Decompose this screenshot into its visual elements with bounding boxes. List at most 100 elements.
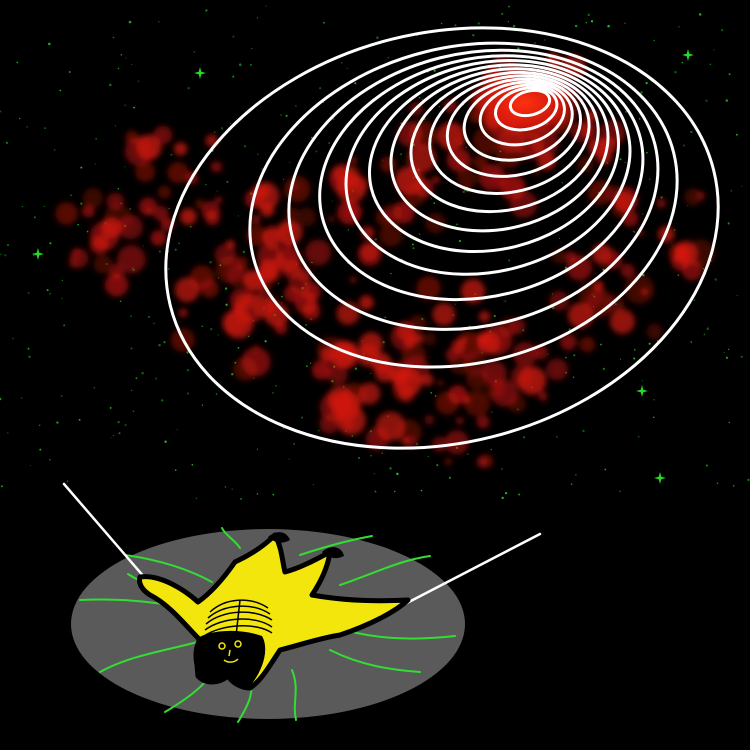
dust-speck [133, 106, 135, 109]
nebula-blob [296, 266, 312, 282]
dust-speck [7, 244, 9, 246]
nebula-blob [379, 223, 403, 247]
figure-face [218, 640, 242, 663]
nebula-blob [365, 427, 390, 451]
nebula-blob [401, 343, 427, 369]
nebula-blob [68, 258, 79, 269]
dust-speck [48, 42, 51, 46]
dust-speck [683, 144, 686, 147]
nebula-blob [359, 295, 374, 310]
vortex-ring [462, 80, 574, 162]
dust-speck [512, 24, 516, 28]
dust-speck [393, 490, 396, 493]
nebula-blob [478, 311, 491, 323]
dust-speck [46, 289, 49, 292]
dust-speck [0, 110, 2, 113]
yellow-star-figure [137, 532, 411, 691]
dust-speck [301, 416, 304, 419]
dust-speck [118, 432, 121, 435]
dust-speck [358, 457, 360, 459]
nebula-blob [82, 204, 95, 218]
nebula-blob [285, 240, 293, 249]
dust-speck [507, 21, 509, 23]
dust-speck [656, 340, 659, 342]
dust-speck [418, 233, 421, 235]
dust-speck [607, 24, 610, 28]
vortex-ring [508, 88, 552, 118]
dust-speck [16, 61, 19, 64]
nebula-blob [416, 275, 441, 301]
dust-speck [454, 303, 456, 305]
dust-speck [305, 323, 308, 326]
dust-speck [19, 117, 21, 120]
nebula-blob [393, 367, 423, 397]
sparkle-star-icon [636, 385, 648, 397]
dust-speck [205, 9, 208, 12]
dust-speck [240, 498, 242, 500]
nebula-blob [195, 199, 205, 209]
dust-speck [561, 181, 564, 184]
dust-speck [265, 5, 267, 7]
dust-speck [38, 424, 41, 427]
nebula-blob [302, 302, 321, 321]
nebula-blob [546, 358, 568, 381]
dust-speck [649, 178, 651, 180]
nebula-blob [296, 207, 317, 227]
dust-speck [713, 49, 715, 51]
dust-speck [94, 163, 96, 165]
dust-speck [178, 242, 181, 245]
nebula-blob [421, 373, 434, 387]
nebula-blob [500, 175, 525, 200]
nebula-blob [457, 168, 477, 189]
dust-speck [158, 21, 160, 23]
nebula-blob [235, 294, 265, 324]
dust-speck [720, 29, 724, 32]
dust-speck [625, 111, 627, 113]
dust-speck [728, 348, 730, 351]
dust-speck [500, 467, 503, 471]
dust-speck [130, 315, 132, 317]
dust-speck [80, 202, 83, 205]
nebula-blob [327, 364, 348, 385]
dust-speck [28, 355, 31, 358]
dust-speck [168, 207, 170, 210]
dust-speck [195, 497, 197, 499]
nebula-blob [375, 362, 395, 383]
dust-speck [109, 83, 112, 87]
figure-hair-lines [203, 599, 273, 637]
nebula-blob [579, 336, 596, 353]
dust-speck [27, 347, 30, 350]
nebula-blob [656, 198, 666, 208]
dust-speck [637, 435, 640, 438]
dust-speck [728, 421, 730, 424]
dust-speck [39, 448, 42, 451]
dust-speck [93, 386, 96, 389]
dust-speck [119, 300, 122, 303]
dust-speck [690, 341, 692, 343]
dust-speck [681, 61, 684, 64]
dust-speck [256, 493, 259, 495]
dust-speck [112, 434, 114, 436]
dust-speck [248, 335, 250, 337]
dust-speck [142, 245, 144, 247]
nebula-blob [150, 230, 167, 246]
nebula-blob [100, 217, 122, 239]
dust-speck [232, 75, 235, 78]
nebula-blob [444, 430, 469, 455]
nebula-blob [437, 122, 465, 151]
nebula-blob [139, 197, 157, 216]
dust-speck [716, 482, 719, 485]
nebula-blob [135, 134, 162, 161]
dust-speck [80, 166, 83, 169]
dust-speck [354, 82, 357, 85]
vortex-ring [409, 70, 600, 214]
nebula-blob [538, 391, 548, 401]
vortex-ring [367, 63, 621, 254]
dust-speck [305, 365, 308, 368]
dust-speck [110, 437, 112, 439]
nebula-blob [97, 235, 110, 248]
dust-speck [277, 282, 280, 285]
dust-speck [725, 99, 729, 102]
dust-speck [226, 180, 229, 183]
dust-speck [20, 397, 23, 399]
